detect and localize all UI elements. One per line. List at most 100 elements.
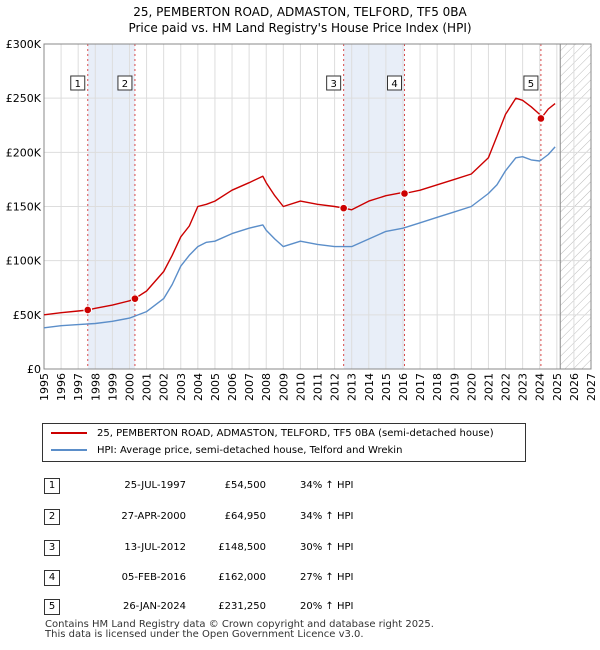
sale-row: 2 27-APR-2000 £64,950 34% ↑ HPI [0, 507, 600, 527]
sale-label-box: 2 [117, 75, 133, 91]
sale-label-box: 3 [326, 75, 342, 91]
x-tick-label: 2026 [568, 373, 581, 401]
x-tick-label: 2011 [312, 373, 325, 401]
x-tick-label: 2017 [414, 373, 427, 401]
sale-row: 5 26-JAN-2024 £231,250 20% ↑ HPI [0, 597, 600, 617]
x-tick-label: 2008 [260, 373, 273, 401]
x-tick-label: 1999 [106, 373, 119, 401]
x-tick-label: 2003 [175, 373, 188, 401]
sale-date: 26-JAN-2024 [122, 601, 186, 612]
sale-label-box: 1 [70, 75, 86, 91]
y-tick-label: £100K [6, 255, 42, 268]
footer: Contains HM Land Registry data © Crown c… [45, 620, 434, 640]
sale-point [83, 305, 93, 315]
footer-copyright: Contains HM Land Registry data © Crown c… [45, 619, 434, 630]
legend-item-hpi: HPI: Average price, semi-detached house,… [51, 443, 402, 459]
x-tick-label: 2016 [397, 373, 410, 401]
x-tick-label: 2002 [158, 373, 171, 401]
y-tick-label: £150K [6, 201, 42, 214]
sale-hpi-change: 34% ↑ HPI [300, 480, 354, 491]
footer-licence: This data is licensed under the Open Gov… [45, 629, 364, 640]
chart-title-line2: Price paid vs. HM Land Registry's House … [128, 21, 472, 35]
legend-item-property: 25, PEMBERTON ROAD, ADMASTON, TELFORD, T… [51, 426, 494, 442]
sale-price: £54,500 [224, 480, 266, 491]
sale-point [400, 189, 409, 198]
sale-price: £162,000 [218, 572, 266, 583]
y-tick-label: £250K [6, 92, 42, 105]
legend-label-hpi: HPI: Average price, semi-detached house,… [97, 445, 403, 456]
sale-date: 13-JUL-2012 [124, 542, 186, 553]
sale-price: £64,950 [224, 511, 266, 522]
sale-hpi-change: 20% ↑ HPI [300, 601, 354, 612]
x-tick-label: 2004 [192, 373, 205, 401]
sale-hpi-change: 30% ↑ HPI [300, 542, 354, 553]
sale-label-number: 4 [391, 79, 397, 90]
x-tick-label: 2010 [294, 373, 307, 401]
x-tick-label: 1995 [38, 373, 51, 401]
sale-label-number: 2 [122, 79, 128, 90]
sale-point [536, 114, 546, 123]
x-tick-label: 2000 [123, 373, 136, 401]
sale-number: 4 [44, 570, 60, 586]
sale-label-box: 5 [523, 75, 539, 91]
x-tick-label: 2022 [500, 373, 513, 401]
legend-swatch-property [51, 432, 87, 434]
x-tick-label: 1998 [89, 373, 102, 401]
legend-label-property: 25, PEMBERTON ROAD, ADMASTON, TELFORD, T… [97, 428, 494, 439]
x-tick-label: 2018 [431, 373, 444, 401]
y-tick-label: £50K [13, 309, 42, 322]
x-tick-label: 2009 [277, 373, 290, 401]
x-tick-label: 2013 [346, 373, 359, 401]
y-tick-label: £300K [6, 38, 42, 51]
x-tick-label: 1997 [72, 373, 85, 401]
sale-label-border [523, 75, 539, 91]
price-chart: 1 2 3 4 5 £0 £50K £100K £150K £200K £250K £300K 1995… [6, 38, 598, 401]
x-tick-label: 2006 [226, 373, 239, 401]
sale-label-border [326, 75, 342, 91]
sale-point [339, 203, 348, 213]
sale-date: 27-APR-2000 [121, 511, 186, 522]
plot-frame [43, 43, 592, 370]
x-tick-label: 1996 [55, 373, 68, 401]
x-tick-label: 2005 [209, 373, 222, 401]
chart-title-line1: 25, PEMBERTON ROAD, ADMASTON, TELFORD, T… [133, 5, 467, 19]
series-line-property [43, 97, 556, 316]
sale-price: £148,500 [218, 542, 266, 553]
sale-date: 05-FEB-2016 [121, 572, 186, 583]
legend-swatch-hpi [51, 449, 87, 451]
x-tick-label: 2023 [517, 373, 530, 401]
sale-hpi-change: 27% ↑ HPI [300, 572, 354, 583]
sale-point [130, 294, 140, 303]
sale-label-number: 5 [528, 79, 534, 90]
series-line-hpi [43, 146, 556, 329]
sale-price: £231,250 [218, 601, 266, 612]
sale-label-border [117, 75, 133, 91]
x-tick-label: 2021 [482, 373, 495, 401]
x-tick-label: 2019 [448, 373, 461, 401]
x-tick-label: 2027 [585, 373, 598, 401]
y-tick-label: £200K [6, 146, 42, 159]
sale-number: 2 [44, 509, 60, 525]
sale-label-box: 4 [387, 75, 403, 91]
sale-row: 4 05-FEB-2016 £162,000 27% ↑ HPI [0, 568, 600, 588]
sale-label-number: 1 [75, 79, 81, 90]
sale-label-number: 3 [330, 79, 336, 90]
sale-label-border [70, 75, 86, 91]
x-tick-label: 2024 [534, 373, 547, 401]
sale-number: 5 [44, 599, 60, 615]
sale-number: 1 [44, 478, 60, 494]
x-tick-label: 2012 [329, 373, 342, 401]
x-tick-label: 2025 [551, 373, 564, 401]
y-tick-label: £0 [27, 363, 41, 376]
x-tick-label: 2001 [141, 373, 154, 401]
x-tick-label: 2007 [243, 373, 256, 401]
sale-label-border [387, 75, 403, 91]
x-tick-label: 2015 [380, 373, 393, 401]
x-tick-label: 2014 [363, 373, 376, 401]
sale-date: 25-JUL-1997 [124, 480, 186, 491]
sale-row: 3 13-JUL-2012 £148,500 30% ↑ HPI [0, 538, 600, 558]
sale-row: 1 25-JUL-1997 £54,500 34% ↑ HPI [0, 476, 600, 496]
sale-hpi-change: 34% ↑ HPI [300, 511, 354, 522]
legend: 25, PEMBERTON ROAD, ADMASTON, TELFORD, T… [42, 423, 526, 462]
sale-number: 3 [44, 540, 60, 556]
